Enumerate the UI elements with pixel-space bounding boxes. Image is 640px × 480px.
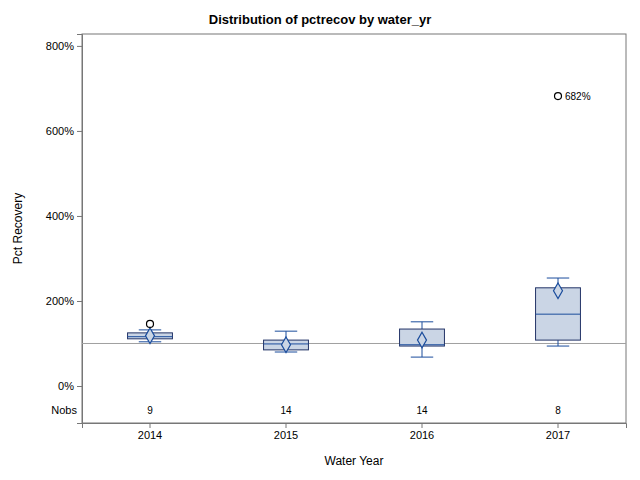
y-axis: 0% 200% 400% 600% 800% — [46, 35, 83, 424]
x-tick: 2016 — [410, 423, 434, 441]
chart: Distribution of pctrecov by water_yr 0% 20… — [0, 0, 640, 480]
y-tick-mark — [77, 46, 82, 47]
mean-marker — [418, 332, 427, 348]
y-tick-label: 800% — [46, 40, 74, 52]
outlier — [555, 93, 562, 100]
x-tick-mark — [286, 423, 287, 428]
y-tick: 0% — [58, 380, 82, 392]
plot-frame — [82, 34, 626, 423]
y-tick-label: 200% — [46, 295, 74, 307]
whisker-cap-upper — [547, 278, 569, 279]
x-tick-label: 2015 — [274, 429, 298, 441]
y-tick: 400% — [46, 210, 82, 222]
y-tick-mark — [77, 216, 82, 217]
nobs-value: 8 — [555, 405, 561, 416]
whisker-cap-upper — [275, 331, 297, 332]
mean-marker — [554, 283, 563, 299]
whisker-cap-lower — [547, 346, 569, 347]
x-tick: 2015 — [274, 423, 298, 441]
x-axis: 2014 2015 2016 2017 — [83, 423, 627, 441]
y-tick-label: 600% — [46, 125, 74, 137]
y-axis-line — [77, 35, 83, 424]
nobs-value: 14 — [416, 405, 428, 416]
y-tick: 800% — [46, 40, 82, 52]
x-tick: 2017 — [546, 423, 570, 441]
y-tick-mark — [77, 131, 82, 132]
nobs-value: 14 — [280, 405, 292, 416]
x-tick-mark — [150, 423, 151, 428]
whisker-upper — [422, 322, 423, 329]
outlier — [147, 320, 154, 327]
mean-marker — [146, 328, 155, 344]
x-tick-label: 2016 — [410, 429, 434, 441]
x-axis-title: Water Year — [325, 454, 384, 468]
y-tick: 200% — [46, 295, 82, 307]
y-axis-title: Pct Recovery — [11, 193, 25, 264]
whisker-cap-lower — [411, 357, 433, 358]
mean-marker — [282, 337, 291, 353]
nobs-value: 9 — [147, 405, 153, 416]
whisker-lower — [558, 340, 559, 346]
y-tick-label: 400% — [46, 210, 74, 222]
y-tick: 600% — [46, 125, 82, 137]
median — [536, 314, 581, 315]
reference-line — [82, 343, 626, 344]
y-tick-label: 0% — [58, 380, 74, 392]
x-tick-label: 2014 — [138, 429, 162, 441]
title: Distribution of pctrecov by water_yr — [209, 12, 432, 27]
y-tick-mark — [77, 301, 82, 302]
nobs-label: Nobs — [51, 404, 77, 416]
x-tick-label: 2017 — [546, 429, 570, 441]
x-axis-line — [83, 424, 627, 429]
outlier-label: 682% — [565, 91, 591, 102]
x-tick-mark — [558, 423, 559, 428]
x-tick-mark — [422, 423, 423, 428]
plot-marks — [82, 93, 626, 358]
y-tick-mark — [77, 386, 82, 387]
x-tick: 2014 — [138, 423, 162, 441]
whisker-cap-upper — [411, 321, 433, 322]
